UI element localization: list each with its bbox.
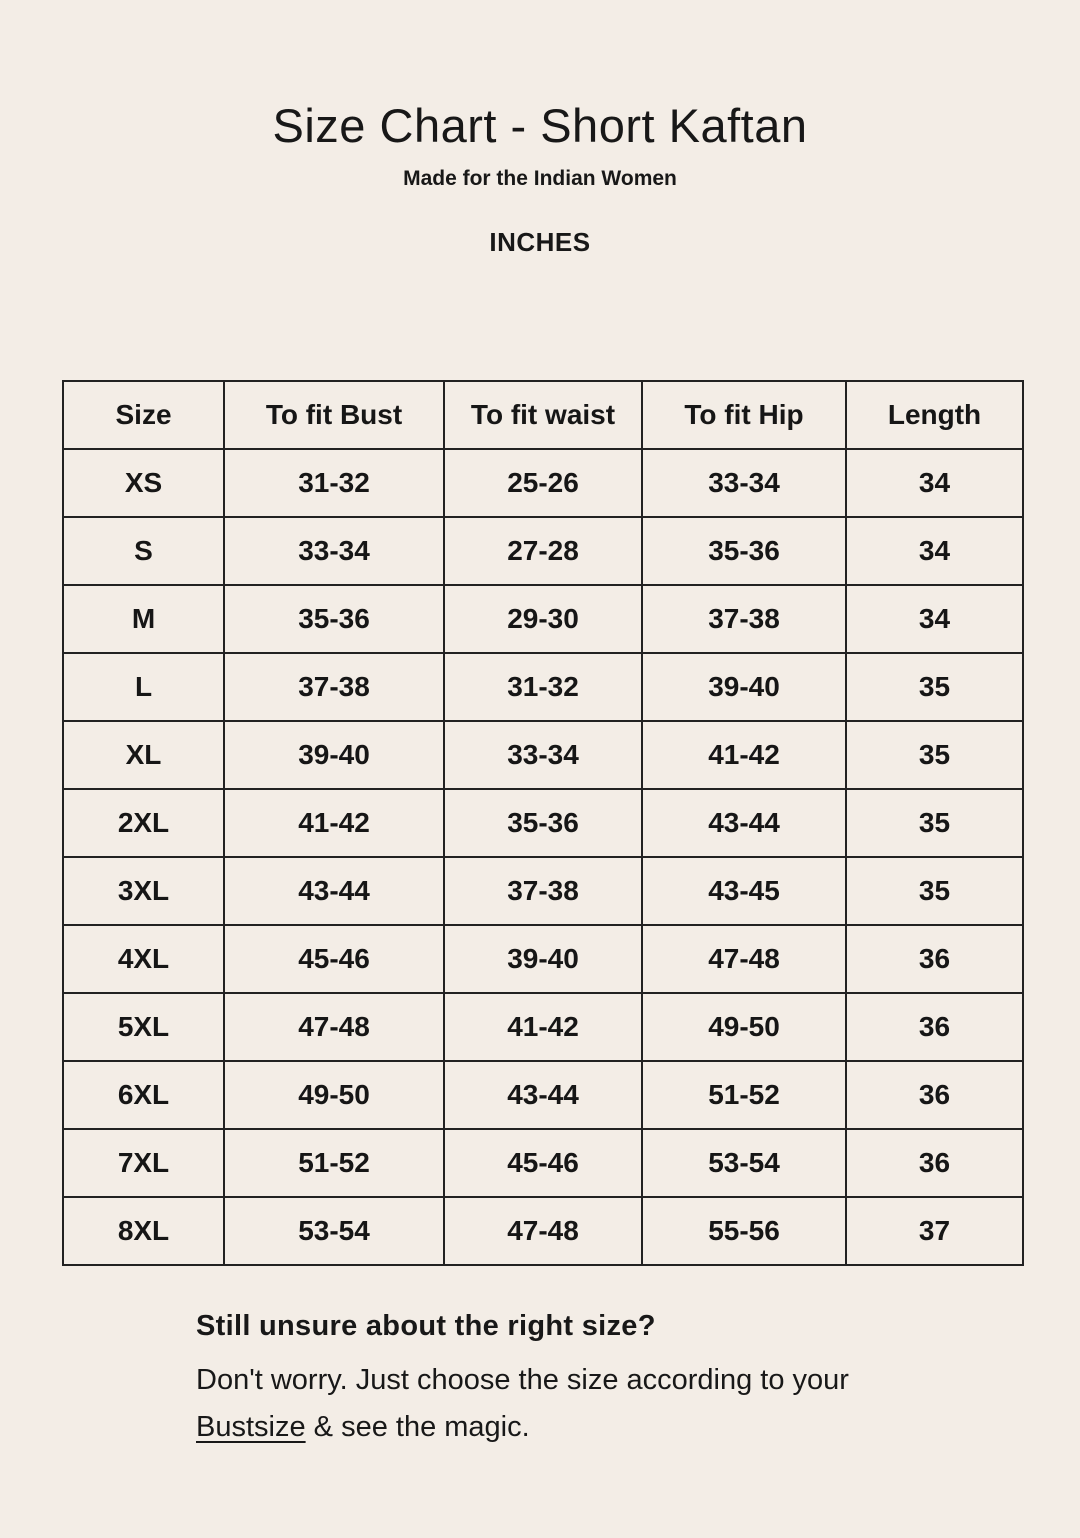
footer-heading: Still unsure about the right size?: [196, 1310, 656, 1342]
measurement-cell: 27-28: [443, 516, 643, 586]
size-cell: S: [62, 516, 225, 586]
measurement-cell: 53-54: [641, 1128, 847, 1198]
table-row: 6XL 49-50 43-44 51-52 36: [62, 1060, 1024, 1130]
measurement-cell: 37-38: [641, 584, 847, 654]
measurement-cell: 49-50: [223, 1060, 445, 1130]
footer-line1: Don't worry. Just choose the size accord…: [196, 1364, 849, 1396]
measurement-cell: 41-42: [641, 720, 847, 790]
measurement-cell: 43-45: [641, 856, 847, 926]
measurement-cell: 33-34: [641, 448, 847, 518]
measurement-cell: 37: [845, 1196, 1024, 1266]
page-title: Size Chart - Short Kaftan: [272, 99, 808, 152]
size-cell: L: [62, 652, 225, 722]
measurement-cell: 41-42: [223, 788, 445, 858]
measurement-cell: 37-38: [443, 856, 643, 926]
measurement-cell: 35-36: [641, 516, 847, 586]
size-cell: 7XL: [62, 1128, 225, 1198]
size-chart-table: Size To fit Bust To fit waist To fit Hip…: [62, 380, 1024, 1266]
measurement-cell: 31-32: [443, 652, 643, 722]
measurement-cell: 35: [845, 720, 1024, 790]
measurement-cell: 43-44: [443, 1060, 643, 1130]
measurement-cell: 45-46: [443, 1128, 643, 1198]
measurement-cell: 25-26: [443, 448, 643, 518]
measurement-cell: 36: [845, 992, 1024, 1062]
size-chart-page: Size Chart - Short Kaftan Made for the I…: [0, 98, 1080, 1538]
size-cell: 3XL: [62, 856, 225, 926]
measurement-cell: 53-54: [223, 1196, 445, 1266]
size-cell: XS: [62, 448, 225, 518]
measurement-cell: 49-50: [641, 992, 847, 1062]
measurement-cell: 39-40: [443, 924, 643, 994]
measurement-cell: 36: [845, 1060, 1024, 1130]
table-row: S 33-34 27-28 35-36 34: [62, 516, 1024, 586]
measurement-cell: 34: [845, 584, 1024, 654]
table-header-row: Size To fit Bust To fit waist To fit Hip…: [62, 380, 1024, 450]
table-row: M 35-36 29-30 37-38 34: [62, 584, 1024, 654]
footer-line2: Bustsize & see the magic.: [196, 1404, 956, 1451]
measurement-cell: 43-44: [641, 788, 847, 858]
measurement-cell: 34: [845, 516, 1024, 586]
measurement-cell: 36: [845, 1128, 1024, 1198]
table-row: 4XL 45-46 39-40 47-48 36: [62, 924, 1024, 994]
measurement-cell: 55-56: [641, 1196, 847, 1266]
table-row: L 37-38 31-32 39-40 35: [62, 652, 1024, 722]
measurement-cell: 31-32: [223, 448, 445, 518]
table-row: 8XL 53-54 47-48 55-56 37: [62, 1196, 1024, 1266]
measurement-cell: 35-36: [223, 584, 445, 654]
measurement-cell: 33-34: [223, 516, 445, 586]
table-row: 2XL 41-42 35-36 43-44 35: [62, 788, 1024, 858]
measurement-cell: 34: [845, 448, 1024, 518]
measurement-cell: 47-48: [641, 924, 847, 994]
table-row: 5XL 47-48 41-42 49-50 36: [62, 992, 1024, 1062]
header-cell-waist: To fit waist: [443, 380, 643, 450]
measurement-cell: 39-40: [223, 720, 445, 790]
measurement-cell: 51-52: [223, 1128, 445, 1198]
page-subtitle: Made for the Indian Women: [403, 167, 677, 190]
measurement-cell: 51-52: [641, 1060, 847, 1130]
measurement-cell: 41-42: [443, 992, 643, 1062]
measurement-cell: 45-46: [223, 924, 445, 994]
footer-line2-rest: & see the magic.: [305, 1411, 530, 1443]
measurement-cell: 39-40: [641, 652, 847, 722]
header-cell-hip: To fit Hip: [641, 380, 847, 450]
size-cell: 2XL: [62, 788, 225, 858]
measurement-cell: 33-34: [443, 720, 643, 790]
measurement-cell: 35: [845, 652, 1024, 722]
size-cell: 6XL: [62, 1060, 225, 1130]
measurement-cell: 37-38: [223, 652, 445, 722]
footer: Still unsure about the right size? Don't…: [196, 1310, 956, 1451]
measurement-cell: 29-30: [443, 584, 643, 654]
size-table-body: XS 31-32 25-26 33-34 34 S 33-34 27-28 35-36 34 M 35…: [62, 448, 1024, 1266]
measurement-cell: 35-36: [443, 788, 643, 858]
size-cell: XL: [62, 720, 225, 790]
measurement-cell: 35: [845, 788, 1024, 858]
table-row: 3XL 43-44 37-38 43-45 35: [62, 856, 1024, 926]
size-cell: M: [62, 584, 225, 654]
measurement-cell: 35: [845, 856, 1024, 926]
size-cell: 4XL: [62, 924, 225, 994]
header-cell-length: Length: [845, 380, 1024, 450]
bustsize-link[interactable]: Bustsize: [196, 1411, 306, 1443]
measurement-cell: 36: [845, 924, 1024, 994]
size-cell: 8XL: [62, 1196, 225, 1266]
size-cell: 5XL: [62, 992, 225, 1062]
table-row: XL 39-40 33-34 41-42 35: [62, 720, 1024, 790]
measurement-cell: 47-48: [223, 992, 445, 1062]
unit-label: INCHES: [489, 227, 591, 257]
measurement-cell: 47-48: [443, 1196, 643, 1266]
measurement-cell: 43-44: [223, 856, 445, 926]
header-cell-size: Size: [62, 380, 225, 450]
header-cell-bust: To fit Bust: [223, 380, 445, 450]
table-row: XS 31-32 25-26 33-34 34: [62, 448, 1024, 518]
table-row: 7XL 51-52 45-46 53-54 36: [62, 1128, 1024, 1198]
